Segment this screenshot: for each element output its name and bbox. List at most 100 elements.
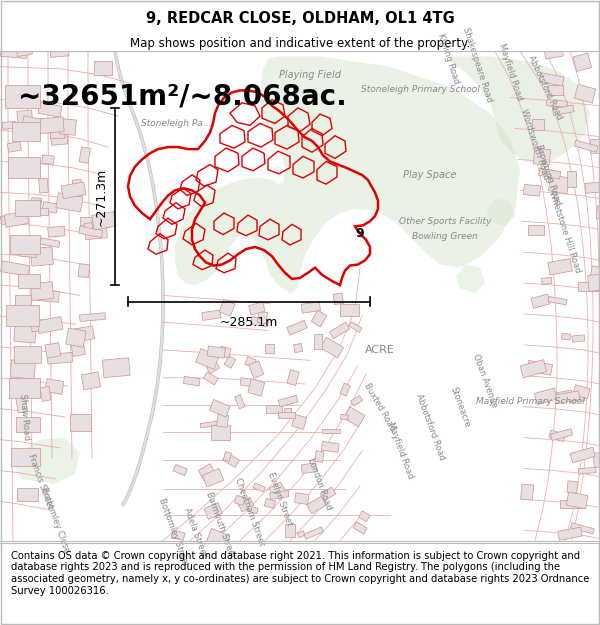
- Bar: [82, 372, 100, 390]
- Bar: [223, 452, 232, 461]
- Bar: [235, 394, 245, 409]
- Bar: [223, 452, 239, 468]
- Bar: [590, 139, 600, 153]
- Bar: [240, 378, 256, 388]
- Bar: [200, 421, 220, 428]
- Bar: [245, 357, 256, 367]
- Bar: [257, 311, 268, 324]
- Bar: [553, 105, 574, 116]
- Bar: [269, 491, 289, 499]
- Bar: [11, 448, 40, 466]
- Text: Kipling Road: Kipling Road: [436, 32, 460, 85]
- Polygon shape: [456, 264, 485, 293]
- Bar: [42, 155, 54, 164]
- Bar: [549, 430, 565, 442]
- Bar: [19, 246, 37, 258]
- Bar: [265, 498, 276, 509]
- Polygon shape: [15, 438, 80, 484]
- Bar: [94, 61, 112, 75]
- Bar: [315, 451, 324, 462]
- Bar: [4, 211, 29, 227]
- Bar: [566, 492, 588, 509]
- Bar: [547, 99, 568, 107]
- Bar: [301, 463, 317, 474]
- Bar: [570, 448, 595, 462]
- Bar: [31, 282, 53, 301]
- Bar: [295, 492, 309, 504]
- Bar: [249, 302, 265, 315]
- Bar: [593, 451, 600, 468]
- Bar: [15, 199, 40, 216]
- Bar: [588, 274, 600, 291]
- Bar: [14, 295, 31, 308]
- Polygon shape: [450, 56, 590, 164]
- Bar: [578, 282, 598, 291]
- Bar: [238, 498, 254, 512]
- Bar: [40, 238, 60, 248]
- Bar: [266, 406, 283, 413]
- Text: Buxted Road: Buxted Road: [362, 381, 397, 432]
- Bar: [320, 338, 344, 358]
- Bar: [320, 487, 335, 501]
- Bar: [329, 322, 350, 339]
- Bar: [539, 72, 564, 86]
- Bar: [301, 302, 320, 313]
- Text: Barmouth Street: Barmouth Street: [204, 491, 236, 559]
- Bar: [12, 122, 40, 141]
- Bar: [523, 184, 541, 196]
- Bar: [573, 385, 590, 399]
- Text: 9, REDCAR CLOSE, OLDHAM, OL1 4TG: 9, REDCAR CLOSE, OLDHAM, OL1 4TG: [146, 11, 454, 26]
- Bar: [10, 360, 35, 379]
- Bar: [59, 119, 76, 135]
- Text: Bottomley Street: Bottomley Street: [157, 498, 190, 568]
- Bar: [18, 274, 40, 288]
- Bar: [9, 378, 40, 399]
- Bar: [219, 299, 235, 316]
- Text: Wordsworth Road: Wordsworth Road: [520, 107, 551, 181]
- Bar: [548, 259, 572, 275]
- Bar: [40, 386, 51, 401]
- Bar: [548, 296, 567, 305]
- Bar: [294, 344, 302, 352]
- Bar: [207, 346, 226, 358]
- Bar: [571, 522, 594, 534]
- Bar: [196, 349, 219, 369]
- Bar: [251, 317, 269, 327]
- Bar: [209, 399, 230, 417]
- Bar: [578, 467, 596, 474]
- Bar: [50, 131, 68, 145]
- Bar: [1, 213, 20, 224]
- Bar: [269, 482, 286, 499]
- Bar: [340, 414, 349, 420]
- Bar: [61, 182, 86, 199]
- Bar: [548, 175, 569, 194]
- Bar: [532, 119, 544, 130]
- Bar: [322, 429, 340, 433]
- Text: Playing Field: Playing Field: [279, 70, 341, 80]
- Text: Whetstone Hill Road: Whetstone Hill Road: [548, 189, 583, 274]
- Bar: [184, 376, 200, 386]
- Text: Mayfield Road: Mayfield Road: [497, 42, 523, 101]
- Bar: [585, 181, 600, 193]
- Bar: [359, 511, 370, 522]
- Bar: [558, 527, 582, 540]
- Bar: [314, 334, 322, 349]
- Text: Browning Road: Browning Road: [534, 143, 562, 206]
- Bar: [219, 346, 231, 358]
- Bar: [1, 261, 30, 276]
- Bar: [71, 326, 95, 342]
- Text: Abbotsford Road: Abbotsford Road: [414, 393, 446, 462]
- Bar: [56, 192, 83, 212]
- Bar: [92, 219, 110, 229]
- Bar: [78, 264, 89, 278]
- Bar: [17, 488, 38, 501]
- Bar: [596, 206, 600, 221]
- Bar: [542, 278, 552, 284]
- Bar: [103, 358, 130, 377]
- Text: Shaw Road: Shaw Road: [19, 394, 32, 441]
- Bar: [204, 503, 223, 519]
- Bar: [48, 226, 65, 238]
- Bar: [65, 328, 86, 348]
- Bar: [92, 212, 116, 230]
- Bar: [172, 530, 185, 541]
